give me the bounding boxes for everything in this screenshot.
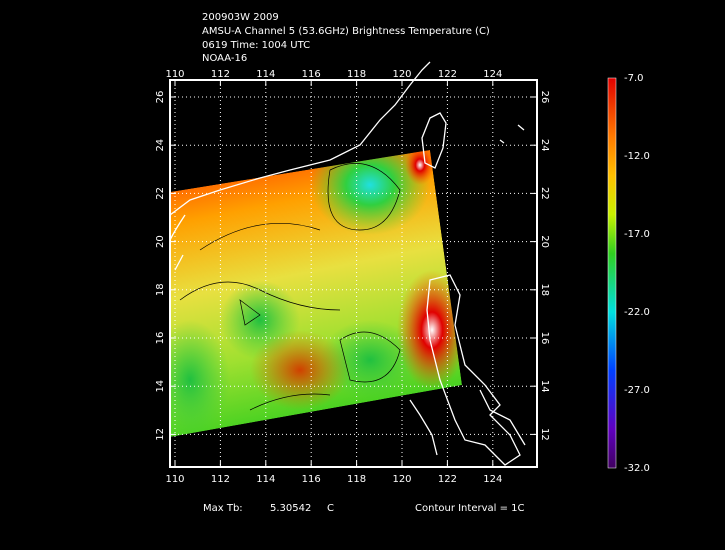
lat-label: 16 — [539, 332, 550, 345]
colorbar-label: -17.0 — [624, 229, 650, 240]
contour-interval: Contour Interval = 1C — [415, 503, 525, 514]
lat-label: 14 — [155, 380, 166, 393]
lon-label: 116 — [302, 474, 321, 485]
lon-label: 114 — [256, 69, 275, 80]
header-line: 200903W 2009 — [202, 12, 279, 23]
lat-label: 22 — [539, 187, 550, 200]
lon-label: 120 — [392, 69, 411, 80]
lon-label: 122 — [438, 69, 457, 80]
coastlines — [169, 61, 526, 466]
lat-label: 20 — [155, 235, 166, 248]
lat-label: 12 — [155, 428, 166, 441]
lon-label: 118 — [347, 69, 366, 80]
header-line: NOAA-16 — [202, 53, 247, 64]
lon-label: 110 — [165, 69, 184, 80]
lon-label: 118 — [347, 474, 366, 485]
lon-label: 112 — [211, 69, 230, 80]
max-label: Max Tb: — [203, 503, 243, 514]
lat-label: 16 — [155, 332, 166, 345]
lat-label: 26 — [539, 91, 550, 104]
colorbar — [607, 77, 617, 469]
lat-label: 18 — [539, 283, 550, 296]
lat-label: 12 — [539, 428, 550, 441]
colorbar-label: -27.0 — [624, 385, 650, 396]
lat-label: 22 — [155, 187, 166, 200]
lon-label: 110 — [165, 474, 184, 485]
graticule — [170, 80, 537, 467]
colorbar-label: -7.0 — [624, 73, 644, 84]
lat-label: 24 — [539, 139, 550, 152]
colorbar-label: -32.0 — [624, 463, 650, 474]
lat-label: 26 — [155, 91, 166, 104]
lon-label: 120 — [392, 474, 411, 485]
lon-label: 124 — [483, 69, 502, 80]
lat-label: 24 — [155, 139, 166, 152]
lon-label: 116 — [302, 69, 321, 80]
swath — [170, 150, 462, 437]
map-frame — [169, 79, 538, 468]
lon-label: 114 — [256, 474, 275, 485]
colorbar-label: -22.0 — [624, 307, 650, 318]
colorbar-label: -12.0 — [624, 151, 650, 162]
lat-label: 20 — [539, 235, 550, 248]
max-unit: C — [327, 503, 334, 514]
header: 200903W 2009 AMSU-A Channel 5 (53.6GHz) … — [202, 12, 490, 64]
header-line: 0619 Time: 1004 UTC — [202, 40, 310, 51]
lon-label: 124 — [483, 474, 502, 485]
footer: Max Tb: 5.30542 C Contour Interval = 1C — [203, 503, 525, 514]
max-value: 5.30542 — [270, 503, 311, 514]
lat-label: 14 — [539, 380, 550, 393]
header-line: AMSU-A Channel 5 (53.6GHz) Brightness Te… — [202, 26, 490, 37]
lon-label: 112 — [211, 474, 230, 485]
lon-label: 122 — [438, 474, 457, 485]
lat-label: 18 — [155, 283, 166, 296]
